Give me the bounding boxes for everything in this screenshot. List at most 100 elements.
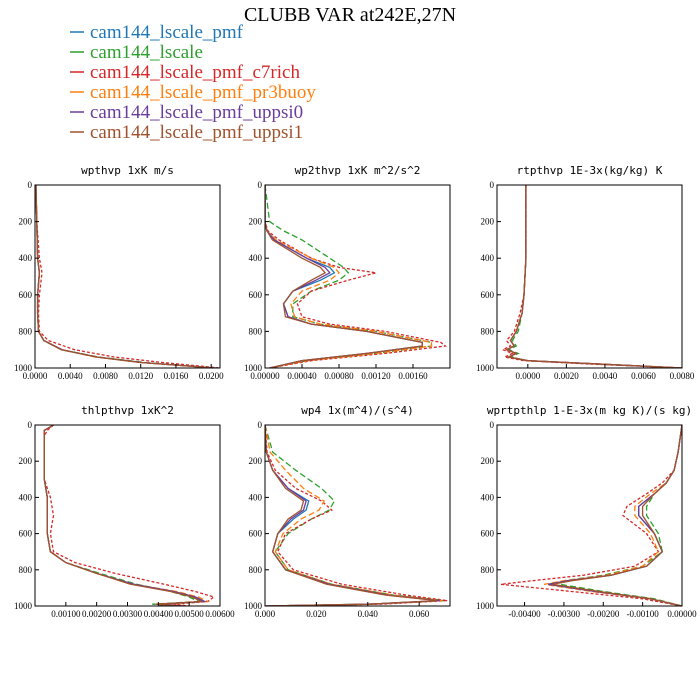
panel-title: thlpthvp 1xK^2 bbox=[81, 404, 174, 417]
series-line bbox=[43, 425, 205, 606]
y-tick-label: 400 bbox=[19, 492, 33, 502]
y-tick-label: 200 bbox=[481, 217, 495, 227]
y-tick-label: 1000 bbox=[14, 601, 33, 611]
x-tick-label: 0.0020 bbox=[554, 371, 579, 381]
legend-entry: cam144_lscale_pmf bbox=[70, 22, 244, 43]
plot-frame bbox=[264, 424, 451, 607]
x-tick-label: 0.00080 bbox=[324, 371, 354, 381]
series-group bbox=[500, 425, 682, 606]
series-line bbox=[35, 185, 215, 368]
series-line bbox=[43, 425, 211, 606]
x-tick-label: 0.0000 bbox=[515, 371, 540, 381]
series-line bbox=[504, 185, 682, 368]
legend-entry: cam144_lscale_pmf_uppsi1 bbox=[70, 122, 303, 143]
y-tick-label: 400 bbox=[249, 253, 263, 263]
series-line bbox=[265, 425, 448, 606]
x-tick-label: 0.0000 bbox=[23, 371, 48, 381]
series-line bbox=[265, 185, 433, 368]
y-tick-label: 800 bbox=[249, 326, 263, 336]
x-tick-label: 0.000 bbox=[255, 609, 276, 619]
series-line bbox=[35, 185, 214, 368]
x-tick-label: 0.00100 bbox=[51, 609, 81, 619]
series-line bbox=[544, 425, 682, 606]
y-tick-label: 400 bbox=[481, 253, 495, 263]
x-tick-label: -0.00200 bbox=[587, 609, 620, 619]
y-tick-label: 200 bbox=[481, 456, 495, 466]
legend-label: cam144_lscale bbox=[90, 42, 203, 63]
panel-title: wpthvp 1xK m/s bbox=[81, 164, 174, 177]
series-line bbox=[43, 425, 208, 606]
y-tick-label: 200 bbox=[19, 456, 33, 466]
x-tick-label: 0.0060 bbox=[631, 371, 656, 381]
series-group bbox=[35, 185, 220, 368]
series-line bbox=[548, 425, 682, 606]
series-line bbox=[558, 425, 682, 606]
y-tick-label: 400 bbox=[19, 253, 33, 263]
chart-panel: rtpthvp 1E-3x(kg/kg) K 0 200 400 600 800 1000 0… bbox=[476, 164, 695, 381]
legend-entry: cam144_lscale_pmf_pr3buoy bbox=[70, 82, 316, 103]
x-tick-label: 0.00120 bbox=[361, 371, 391, 381]
legend-entry: cam144_lscale_pmf_c7rich bbox=[70, 62, 300, 83]
y-tick-label: 400 bbox=[481, 492, 495, 502]
series-line bbox=[35, 185, 216, 368]
series-line bbox=[43, 425, 208, 606]
x-tick-label: 0.00600 bbox=[205, 609, 235, 619]
series-line bbox=[551, 425, 682, 606]
series-line bbox=[265, 185, 448, 368]
x-tick-label: 0.0080 bbox=[93, 371, 118, 381]
y-tick-label: 800 bbox=[19, 326, 33, 336]
y-tick-label: 1000 bbox=[476, 363, 495, 373]
series-line bbox=[43, 425, 216, 606]
y-tick-label: 0 bbox=[258, 420, 263, 430]
legend-label: cam144_lscale_pmf_uppsi0 bbox=[90, 102, 303, 123]
x-tick-label: 0.00200 bbox=[82, 609, 112, 619]
figure-title: CLUBB VAR at242E,27N bbox=[244, 4, 456, 26]
panel-title: wp4 1x(m^4)/(s^4) bbox=[301, 404, 414, 417]
series-line bbox=[500, 425, 682, 606]
chart-panel: wprtpthlp 1-E-3x(m kg K)/(s kg) 0 200 400 60… bbox=[476, 404, 697, 619]
series-line bbox=[265, 185, 423, 368]
plot-frame bbox=[34, 184, 221, 369]
legend-label: cam144_lscale_pmf bbox=[90, 22, 244, 43]
y-tick-label: 800 bbox=[249, 565, 263, 575]
y-tick-label: 800 bbox=[481, 565, 495, 575]
y-tick-label: 0 bbox=[28, 420, 33, 430]
y-tick-label: 1000 bbox=[14, 363, 33, 373]
y-tick-label: 600 bbox=[481, 290, 495, 300]
series-line bbox=[265, 425, 440, 606]
x-tick-label: -0.00100 bbox=[627, 609, 660, 619]
legend-label: cam144_lscale_pmf_pr3buoy bbox=[90, 82, 316, 103]
y-tick-label: 200 bbox=[249, 456, 263, 466]
y-tick-label: 1000 bbox=[244, 363, 263, 373]
series-group bbox=[265, 185, 448, 368]
x-tick-label: 0.020 bbox=[306, 609, 327, 619]
x-tick-label: 0.00500 bbox=[175, 609, 205, 619]
y-tick-label: 0 bbox=[28, 180, 33, 190]
plot-frame bbox=[496, 184, 683, 369]
x-tick-label: 0.00040 bbox=[287, 371, 317, 381]
legend-entry: cam144_lscale_pmf_uppsi0 bbox=[70, 102, 303, 123]
legend: cam144_lscale_pmfcam144_lscalecam144_lsc… bbox=[70, 22, 316, 143]
chart-panel: wp2thvp 1xK m^2/s^2020040060080010000.00… bbox=[244, 164, 451, 381]
x-tick-label: 0.00400 bbox=[144, 609, 174, 619]
y-tick-label: 600 bbox=[19, 290, 33, 300]
y-tick-label: 0 bbox=[490, 420, 495, 430]
x-tick-label: 0.00000 bbox=[667, 609, 697, 619]
x-tick-label: -0.00400 bbox=[508, 609, 541, 619]
y-tick-label: 600 bbox=[249, 290, 263, 300]
series-line bbox=[35, 185, 216, 368]
x-tick-label: 0.0080 bbox=[670, 371, 695, 381]
x-tick-label: 0.0040 bbox=[593, 371, 618, 381]
x-tick-label: -0.00300 bbox=[548, 609, 581, 619]
plot-frame bbox=[264, 184, 451, 369]
x-tick-label: 0.0040 bbox=[58, 371, 83, 381]
y-tick-label: 0 bbox=[490, 180, 495, 190]
legend-label: cam144_lscale_pmf_c7rich bbox=[90, 62, 300, 83]
series-line bbox=[265, 185, 433, 368]
y-tick-label: 600 bbox=[481, 529, 495, 539]
series-line bbox=[265, 425, 440, 606]
